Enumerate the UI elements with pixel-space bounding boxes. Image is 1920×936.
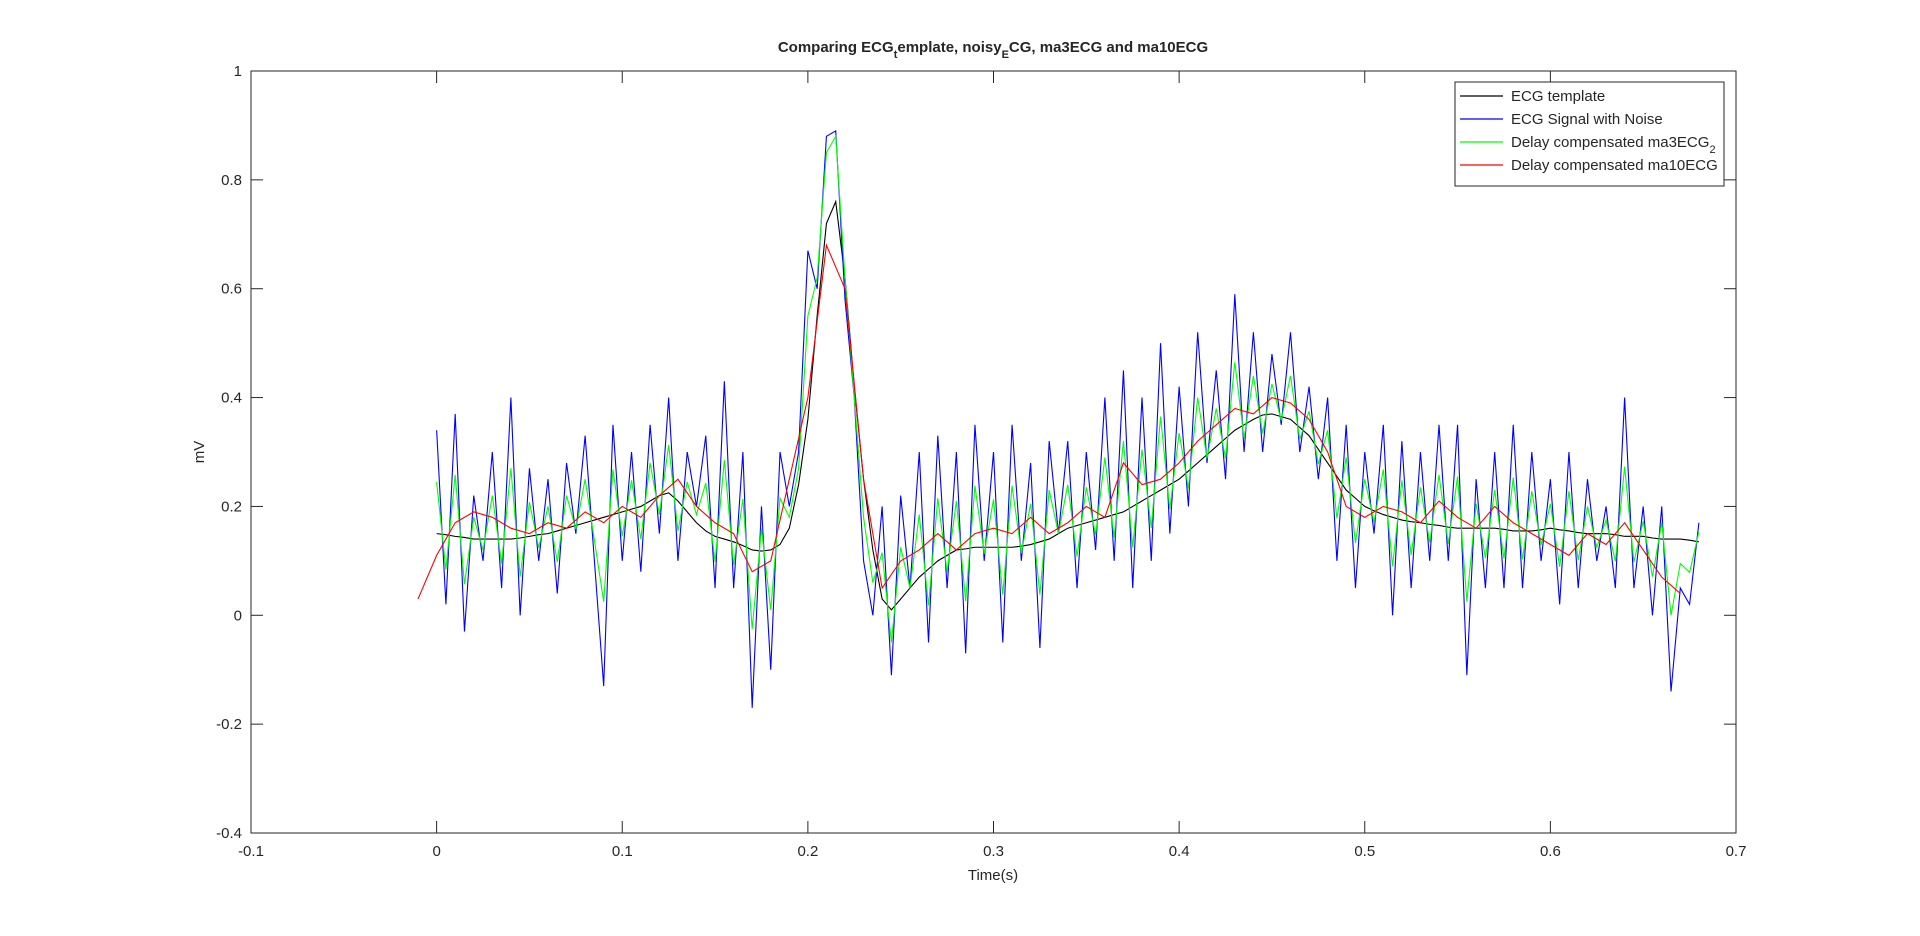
text-part: CG, ma3ECG and ma10ECG [1009,39,1208,56]
text-part: emplate, noisy [897,39,1002,56]
subscript: E [1002,49,1009,61]
subscript: 2 [1709,144,1715,156]
series-line [417,243,1681,600]
x-tick-label: 0.6 [1540,843,1561,860]
x-tick-label: 0.1 [612,843,633,860]
x-axis-label: Time(s) [968,867,1018,884]
y-axis-label: mV [191,441,208,464]
legend-label: ECG Signal with Noise [1511,111,1663,128]
x-tick-label: 0.2 [797,843,818,860]
y-tick-label: 0.6 [221,281,242,298]
y-tick-label: 0 [234,607,242,624]
x-tick-label: 0.3 [983,843,1004,860]
y-tick-label: -0.2 [216,716,242,733]
y-tick-label: 0.8 [221,172,242,189]
x-tick-label: -0.1 [238,843,264,860]
legend-label: ECG template [1511,88,1605,105]
legend-label: Delay compensated ma10ECG [1511,157,1718,174]
chart-title: Comparing ECGtemplate, noisyECG, ma3ECG … [778,39,1208,61]
y-tick-label: 0.4 [221,390,242,407]
legend-label: Delay compensated ma3ECG2 [1511,134,1716,156]
x-tick-label: 0.4 [1169,843,1190,860]
series-line [436,199,1699,611]
text-part: Comparing ECG [778,39,894,56]
legend-box [1454,81,1725,187]
series-line [436,129,1700,708]
text-part: Delay compensated ma3ECG [1511,134,1709,151]
x-tick-label: 0 [432,843,440,860]
x-tick-label: 0.7 [1726,843,1747,860]
y-tick-label: -0.4 [216,825,242,842]
series-line [436,134,1700,643]
x-tick-label: 0.5 [1354,843,1375,860]
y-tick-label: 1 [234,63,242,80]
subscript: t [894,49,898,61]
y-tick-label: 0.2 [221,498,242,515]
